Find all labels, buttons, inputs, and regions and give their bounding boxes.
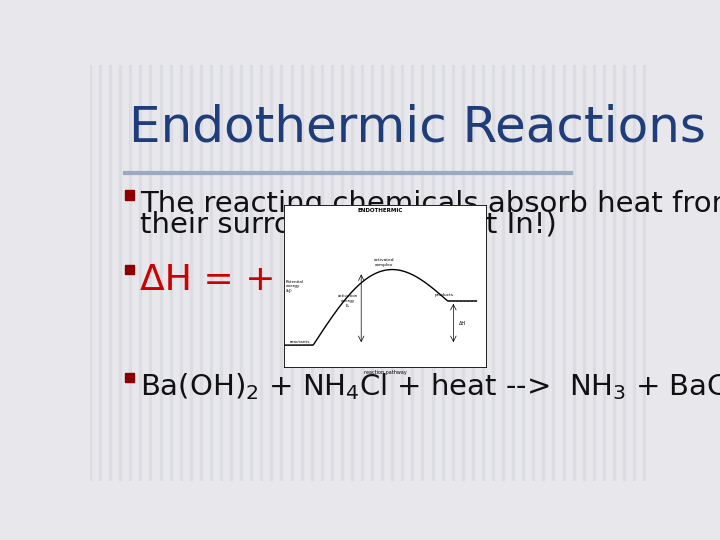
Bar [125, 190, 134, 200]
Text: ENDOTHERMIC: ENDOTHERMIC [358, 208, 403, 213]
Text: Endothermic Reactions: Endothermic Reactions [129, 103, 706, 151]
Text: ΔH: ΔH [459, 321, 467, 326]
Text: their surroundings (Heat In!): their surroundings (Heat In!) [140, 211, 557, 239]
Bar [125, 265, 134, 274]
Text: ΔH = +: ΔH = + [140, 264, 276, 298]
Text: Potential
energy
(kJ): Potential energy (kJ) [285, 280, 303, 293]
X-axis label: reaction pathway: reaction pathway [364, 370, 407, 375]
Text: Ba(OH)$_2$ + NH$_4$Cl + heat -->  NH$_3$ + BaCl$_2$ + H$_2$O: Ba(OH)$_2$ + NH$_4$Cl + heat --> NH$_3$ … [140, 372, 720, 402]
Bar [125, 373, 134, 382]
Text: activated
complex: activated complex [374, 259, 395, 267]
Text: reactants: reactants [289, 340, 310, 343]
Text: The reacting chemicals absorb heat from: The reacting chemicals absorb heat from [140, 190, 720, 218]
Text: products: products [434, 293, 453, 296]
Text: activation
energy
E₀: activation energy E₀ [338, 294, 358, 307]
